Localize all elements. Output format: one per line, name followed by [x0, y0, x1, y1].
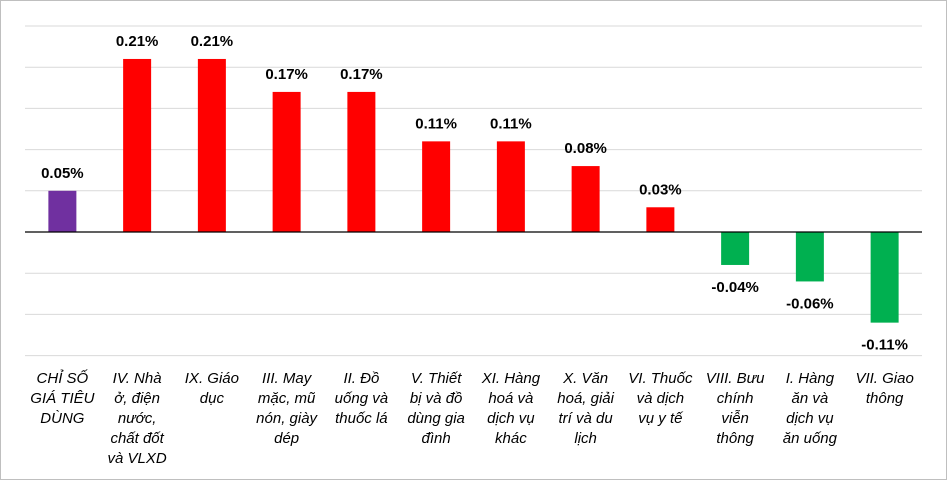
- data-label: 0.21%: [116, 33, 159, 50]
- bar: [571, 166, 600, 232]
- bars: [48, 58, 899, 323]
- gridlines: [25, 25, 922, 357]
- bar: [721, 232, 750, 265]
- data-label: -0.04%: [711, 279, 759, 296]
- category-label: III. May mặc, mũ nón, giày dép: [256, 370, 318, 447]
- data-label: 0.17%: [340, 66, 383, 83]
- bar: [496, 141, 525, 232]
- category-label: I. Hàng ăn và dịch vụ ăn uống: [783, 370, 838, 447]
- category-label: XI. Hàng hoá và dịch vụ khác: [481, 370, 541, 447]
- category-label: X. Văn hoá, giải trí và du lịch: [557, 370, 614, 447]
- data-label: 0.11%: [415, 115, 457, 132]
- data-label: -0.06%: [786, 295, 834, 312]
- bar: [870, 232, 899, 323]
- bar: [646, 207, 675, 232]
- data-labels: 0.05% 0.21% 0.21% 0.17% 0.17% 0.11% 0.11% 0.08%…: [41, 33, 908, 354]
- category-label: VII. Giao thông: [855, 370, 913, 407]
- data-label: 0.08%: [564, 140, 607, 157]
- category-label: CHỈ SỐ GIÁ TIÊU DÙNG: [30, 369, 94, 427]
- category-label: VI. Thuốc và dịch vụ y tế: [628, 370, 693, 427]
- data-label: 0.03%: [639, 181, 682, 198]
- data-label: 0.17%: [265, 66, 308, 83]
- data-label: -0.11%: [861, 337, 908, 354]
- data-label: 0.05%: [41, 165, 84, 182]
- category-label: VIII. Bưu chính viễn thông: [706, 370, 765, 447]
- category-label: V. Thiết bị và đồ dùng gia đình: [407, 370, 465, 447]
- bar: [123, 58, 152, 233]
- bar: [48, 190, 77, 232]
- bar: [347, 91, 376, 232]
- data-label: 0.11%: [490, 115, 532, 132]
- bar: [795, 232, 824, 282]
- bar: [272, 91, 301, 232]
- data-label: 0.21%: [191, 33, 234, 50]
- bar: [422, 141, 451, 232]
- category-label: IX. Giáo dục: [185, 370, 239, 407]
- bar: [197, 58, 226, 233]
- category-label: IV. Nhà ở, điện nước, chất đốt và VLXD: [108, 370, 167, 467]
- category-label: II. Đồ uống và thuốc lá: [335, 370, 388, 427]
